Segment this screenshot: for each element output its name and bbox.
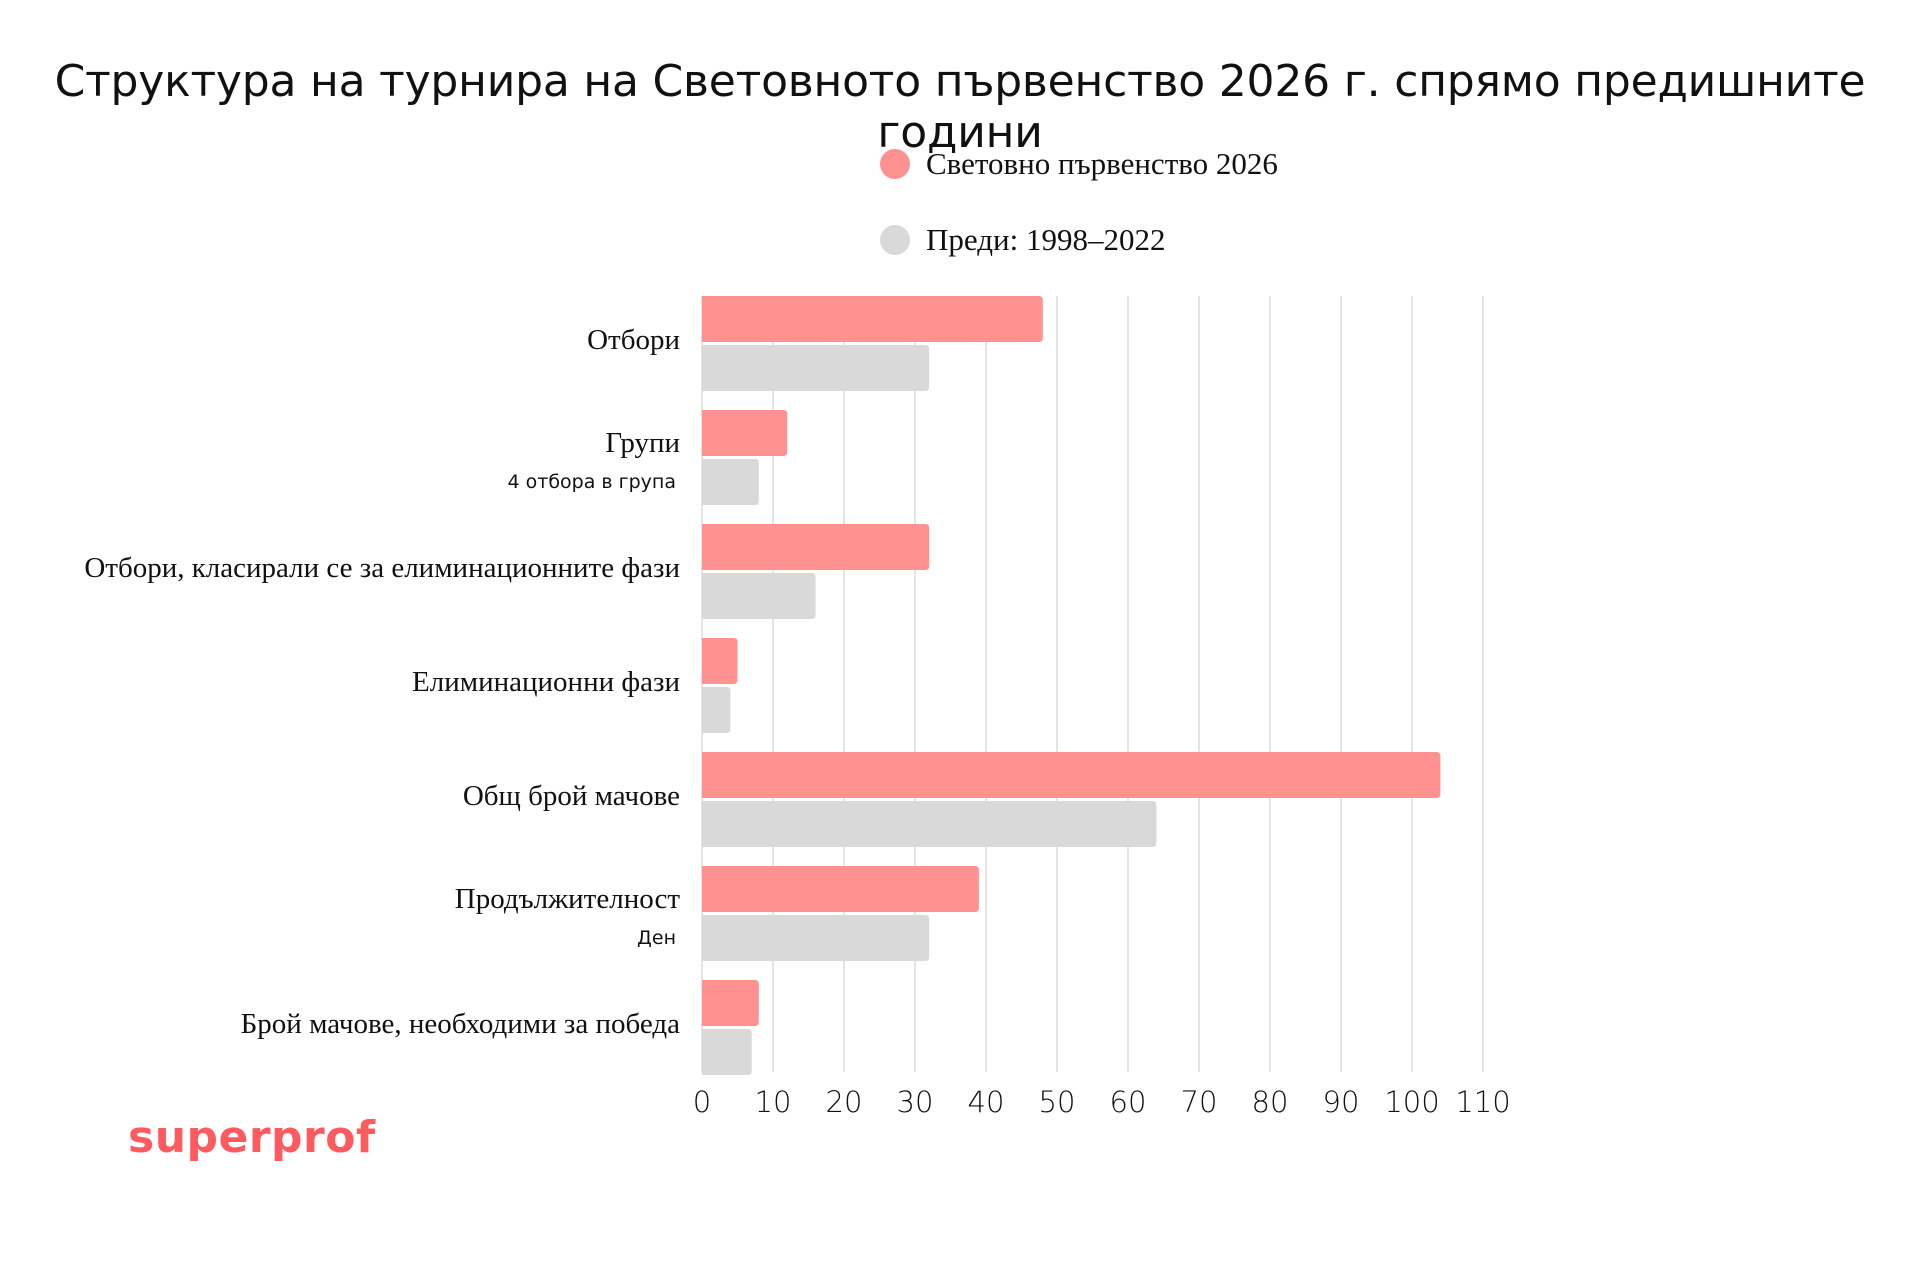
x-tick-label-50: 50 [1039,1085,1076,1119]
x-tick-label-80: 80 [1252,1085,1289,1119]
x-tick-label-90: 90 [1323,1085,1360,1119]
legend-item-2026: Световно първенство 2026 [880,142,1278,186]
bar-before-0 [702,345,930,391]
bar-2026-4 [702,752,1441,798]
bar-2026-1 [702,410,788,456]
x-tick-label-10: 10 [755,1085,792,1119]
legend-label-2026: Световно първенство 2026 [926,146,1278,181]
bar-before-3 [702,687,731,733]
superprof-logo: superprof [128,1112,376,1163]
category-label-1: Групи [605,427,680,459]
bar-2026-6 [702,980,759,1026]
category-sublabel-5: Ден [637,927,676,949]
legend-marker-before [880,225,910,255]
bar-2026-2 [702,524,930,570]
x-tick-label-0: 0 [693,1085,711,1119]
x-tick-label-70: 70 [1181,1085,1218,1119]
legend-label-before: Преди: 1998–2022 [926,222,1166,257]
bar-before-5 [702,915,930,961]
bar-before-1 [702,459,759,505]
bar-2026-0 [702,296,1043,342]
category-label-0: Отбори [587,324,680,356]
category-label-4: Общ брой мачове [463,780,680,812]
x-tick-label-100: 100 [1384,1085,1439,1119]
bar-before-6 [702,1029,752,1075]
bar-before-4 [702,801,1157,847]
chart-title: Структура на турнира на Световното първе… [54,56,1866,158]
x-tick-label-110: 110 [1455,1085,1510,1119]
category-sublabel-1: 4 отбора в група [508,471,677,493]
category-label-5: Продължителност [455,883,681,915]
category-label-2: Отбори, класирали се за елиминационните … [84,552,680,584]
legend-item-before: Преди: 1998–2022 [880,218,1165,262]
bar-2026-3 [702,638,738,684]
x-tick-label-60: 60 [1110,1085,1147,1119]
bar-before-2 [702,573,816,619]
bar-2026-5 [702,866,979,912]
x-tick-label-20: 20 [826,1085,863,1119]
x-tick-label-30: 30 [897,1085,934,1119]
category-label-3: Елиминационни фази [412,666,680,698]
category-label-6: Брой мачове, необходими за победа [241,1008,680,1040]
x-tick-label-40: 40 [968,1085,1005,1119]
legend-marker-2026 [880,149,910,179]
